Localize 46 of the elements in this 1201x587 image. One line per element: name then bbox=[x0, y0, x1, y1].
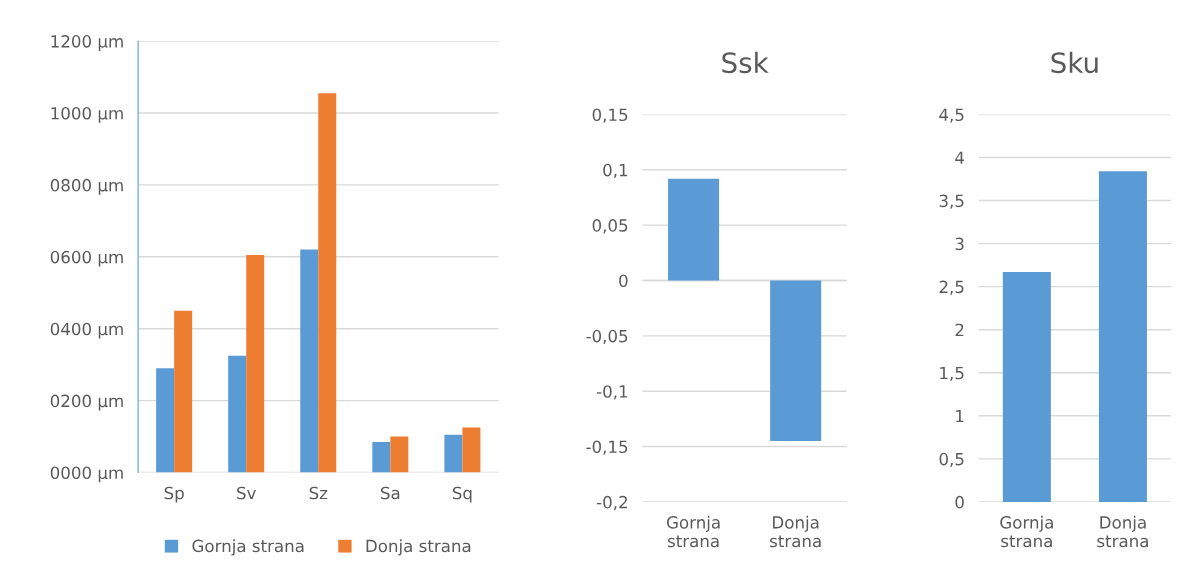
x-tick-label: Donja strana bbox=[1097, 515, 1148, 548]
y-tick-label: 3,5 bbox=[939, 194, 964, 209]
y-tick-label: 2,5 bbox=[939, 280, 964, 295]
bar bbox=[318, 93, 337, 473]
y-tick-label: 0 bbox=[955, 495, 964, 509]
y-tick-label: -0,05 bbox=[586, 329, 628, 345]
bar bbox=[444, 434, 463, 473]
y-tick-label: 1200 µm bbox=[51, 35, 123, 51]
bar bbox=[462, 427, 481, 473]
x-tick-label: Sv bbox=[237, 486, 256, 500]
y-tick-label: -0,1 bbox=[596, 385, 628, 400]
y-tick-label: 0 bbox=[619, 274, 628, 288]
y-tick-label: 0,15 bbox=[592, 108, 628, 123]
x-tick-label: Sp bbox=[164, 486, 184, 503]
y-tick-label: 4 bbox=[955, 151, 964, 164]
bar bbox=[228, 355, 247, 473]
x-tick-label: Gornja strana bbox=[666, 515, 720, 548]
y-tick-label: 4,5 bbox=[939, 108, 964, 123]
y-tick-label: 3 bbox=[955, 237, 964, 251]
chart-title: Ssk bbox=[722, 51, 769, 74]
x-tick-label: Sa bbox=[381, 486, 400, 500]
y-tick-label: 0,1 bbox=[603, 163, 628, 179]
y-tick-label: 0000 µm bbox=[50, 466, 123, 483]
x-tick-label: Sz bbox=[309, 486, 328, 500]
bar bbox=[246, 255, 265, 473]
bar bbox=[300, 249, 319, 473]
y-tick-label: 0400 µm bbox=[50, 322, 123, 339]
y-tick-label: 0200 µm bbox=[50, 394, 123, 411]
bar bbox=[156, 368, 175, 473]
bar bbox=[372, 441, 391, 473]
y-tick-label: 0,05 bbox=[592, 219, 628, 234]
bar bbox=[174, 310, 193, 473]
y-tick-label: 0,5 bbox=[939, 452, 964, 468]
y-tick-label: 2 bbox=[955, 323, 964, 337]
y-tick-label: 0800 µm bbox=[50, 178, 123, 195]
y-tick-label: 0600 µm bbox=[50, 250, 123, 267]
x-tick-label: Donja strana bbox=[770, 515, 821, 548]
y-tick-label: 1,5 bbox=[940, 366, 964, 382]
y-tick-label: -0,15 bbox=[586, 440, 628, 455]
x-tick-label: Sq bbox=[452, 486, 472, 503]
bar bbox=[390, 436, 409, 473]
x-tick-label: Gornja strana bbox=[1000, 515, 1053, 548]
y-tick-label: 1000 µm bbox=[51, 106, 123, 123]
y-tick-label: 1 bbox=[956, 409, 964, 423]
chart-title: Sku bbox=[1051, 51, 1098, 74]
y-tick-label: -0,2 bbox=[596, 495, 627, 511]
